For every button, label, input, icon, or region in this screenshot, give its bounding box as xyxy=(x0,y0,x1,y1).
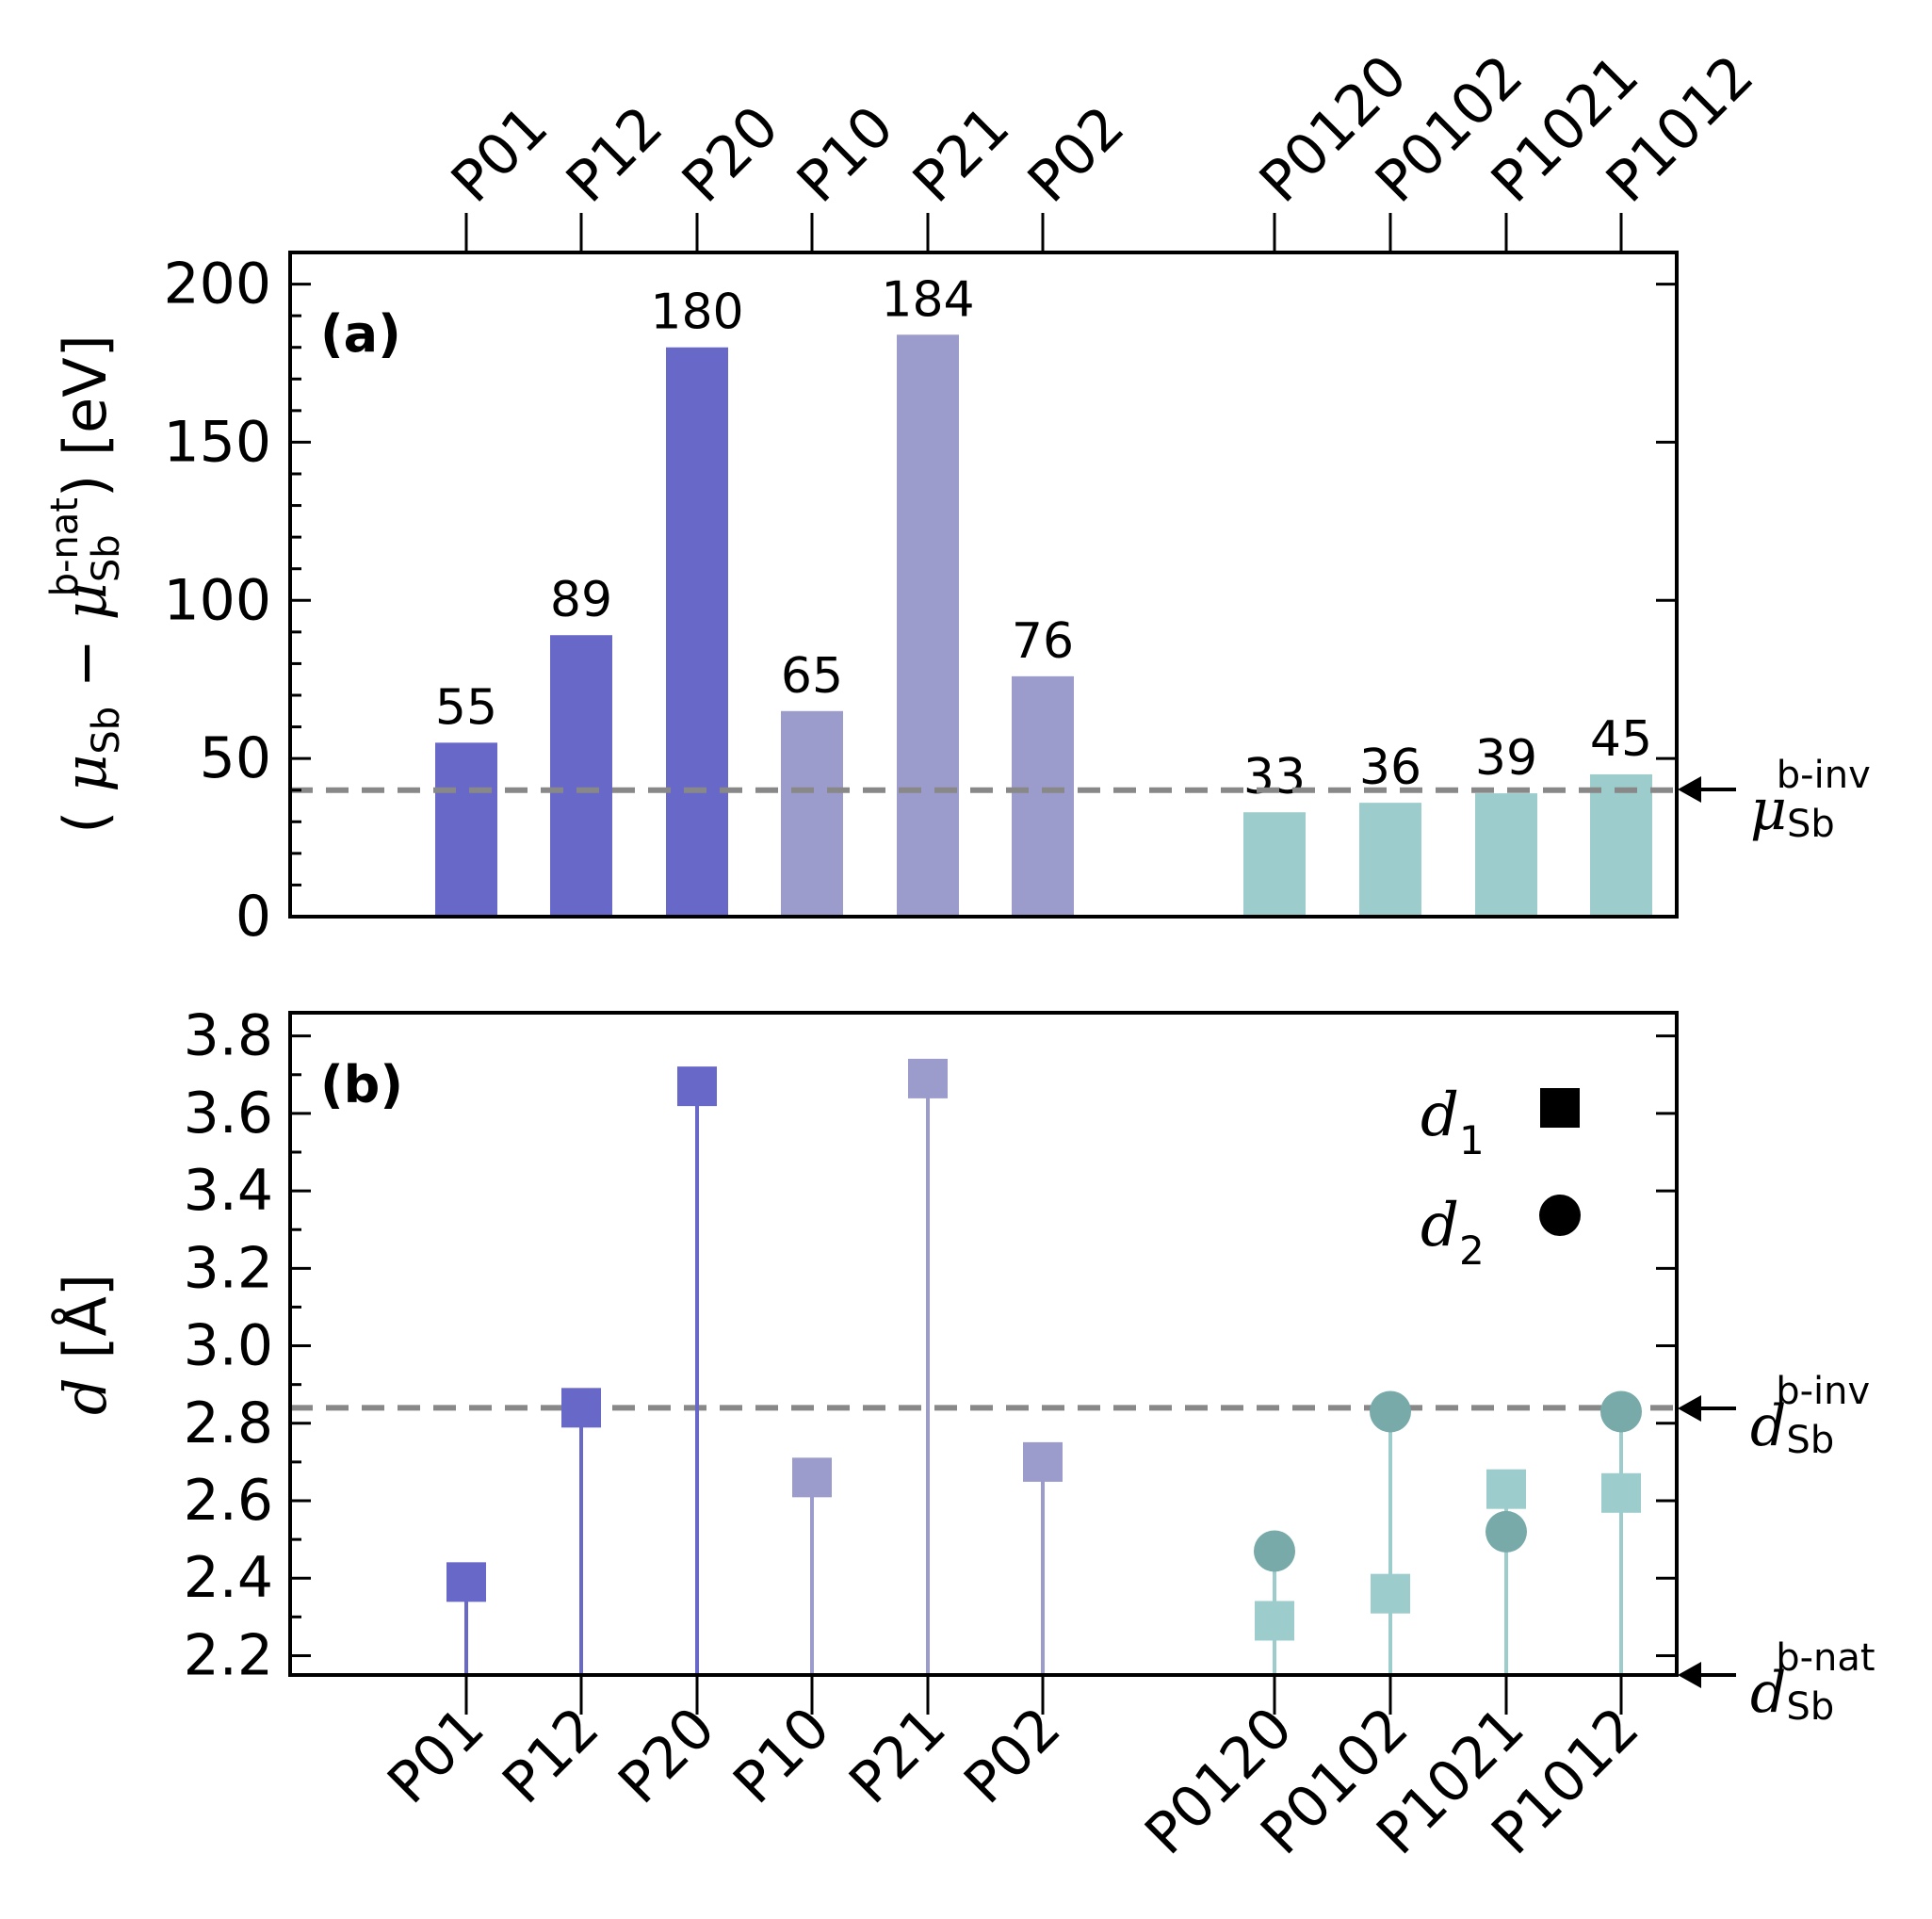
x-tick-label-top-P21: P21 xyxy=(901,94,1022,216)
panel-b-legend: d1 d2 xyxy=(1421,1081,1581,1274)
y-tick-label: 100 xyxy=(163,567,271,633)
bar-P12 xyxy=(550,635,612,917)
svg-text:dSbb-inv: dSbb-inv xyxy=(1750,1370,1870,1462)
d1-marker-P1012 xyxy=(1601,1472,1641,1513)
svg-text:dSbb-nat: dSbb-nat xyxy=(1750,1636,1875,1729)
panel-b-frame xyxy=(288,1011,1679,1677)
bar-value-label-P02: 76 xyxy=(1012,613,1074,670)
bar-value-label-P1021: 39 xyxy=(1475,730,1537,787)
bar-P1012 xyxy=(1590,773,1652,917)
y-tick-label: 3.4 xyxy=(184,1158,273,1224)
panel-b: 2.2 2.4 2.6 2.8 3.0 3.2 3.4 3.6 3.8 P01P12P20P10… xyxy=(51,1003,1875,1868)
legend-entry-d1: d1 xyxy=(1421,1081,1580,1163)
y-tick-label: 50 xyxy=(200,725,271,791)
x-tick-label-bottom-P02: P02 xyxy=(952,1695,1074,1816)
legend-square-marker xyxy=(1540,1088,1580,1128)
y-tick-label: 3.2 xyxy=(184,1235,273,1301)
y-tick-label: 150 xyxy=(163,409,271,475)
svg-text:d1: d1 xyxy=(1421,1081,1485,1163)
d1-marker-P1021 xyxy=(1486,1469,1526,1509)
x-tick-label-bottom-P21: P21 xyxy=(837,1695,959,1816)
panel-b-reference-annotation-inv: dSbb-inv xyxy=(1678,1370,1870,1462)
svg-text:μSbb-inv: μSbb-inv xyxy=(1750,754,1871,846)
x-tick-label-top-P02: P02 xyxy=(1015,94,1137,216)
panel-b-y-ticks: 2.2 2.4 2.6 2.8 3.0 3.2 3.4 3.6 3.8 xyxy=(184,1003,1677,1688)
bar-P0102 xyxy=(1359,803,1421,917)
y-tick-label: 2.4 xyxy=(184,1545,273,1611)
bar-P1021 xyxy=(1475,793,1537,917)
panel-a-label: (a) xyxy=(320,304,401,364)
bar-P21 xyxy=(897,334,959,917)
x-tick-label-bottom-P01: P01 xyxy=(376,1695,497,1816)
bar-value-label-P01: 55 xyxy=(435,679,497,736)
d2-marker-P0120 xyxy=(1254,1530,1295,1572)
d2-marker-P1021 xyxy=(1486,1510,1527,1553)
bar-P10 xyxy=(781,710,843,917)
y-tick-label: 3.0 xyxy=(184,1313,273,1379)
x-tick-label-top-P10: P10 xyxy=(785,94,906,216)
y-tick-label: 2.2 xyxy=(184,1622,273,1688)
y-tick-label: 2.8 xyxy=(184,1390,273,1456)
d1-marker-P0102 xyxy=(1371,1573,1410,1614)
bar-value-label-P20: 180 xyxy=(650,285,743,341)
x-tick-label-bottom-P12: P12 xyxy=(491,1695,612,1816)
x-tick-label-top-P20: P20 xyxy=(670,94,791,216)
d1-marker-P0120 xyxy=(1255,1601,1294,1641)
x-tick-label-bottom-P10: P10 xyxy=(722,1695,843,1816)
bar-P01 xyxy=(435,742,497,917)
bar-value-label-P21: 184 xyxy=(881,271,974,328)
x-tick-label-top-P12: P12 xyxy=(554,94,675,216)
panel-b-reference-annotation-nat: dSbb-nat xyxy=(1678,1636,1875,1729)
panel-b-markers xyxy=(446,1058,1642,1641)
legend-circle-marker xyxy=(1539,1195,1581,1236)
d1-marker-P01 xyxy=(446,1562,486,1602)
x-tick-label-top-P01: P01 xyxy=(439,94,560,216)
bar-value-label-P0120: 33 xyxy=(1243,749,1306,805)
y-tick-label: 3.6 xyxy=(184,1081,273,1147)
y-tick-label: 0 xyxy=(235,884,271,950)
d1-marker-P10 xyxy=(792,1457,832,1498)
d1-marker-P12 xyxy=(561,1388,601,1428)
bar-P02 xyxy=(1012,675,1074,917)
bar-value-label-P0102: 36 xyxy=(1359,740,1421,796)
bar-value-label-P12: 89 xyxy=(550,572,612,628)
y-tick-label: 200 xyxy=(163,252,271,317)
bar-P0120 xyxy=(1243,812,1306,917)
x-tick-label-bottom-P20: P20 xyxy=(607,1695,728,1816)
d2-marker-P1012 xyxy=(1600,1390,1642,1433)
panel-a-frame xyxy=(288,251,1679,919)
bar-value-label-P10: 65 xyxy=(781,648,843,705)
panel-b-stems xyxy=(464,1078,1623,1675)
d1-marker-P20 xyxy=(677,1066,717,1107)
d1-marker-P02 xyxy=(1023,1441,1063,1482)
panel-a-bars: 55 89 180 65 184 76 33 36 39 45 xyxy=(435,271,1652,917)
panel-a-reference-annotation: μSbb-inv xyxy=(1678,754,1871,846)
panel-a-y-ticks: 0 50 100 150 200 xyxy=(163,252,1677,950)
bar-value-label-P1012: 45 xyxy=(1590,711,1652,768)
legend-entry-d2: d2 xyxy=(1421,1191,1581,1274)
y-tick-label: 3.8 xyxy=(184,1003,273,1069)
d1-marker-P21 xyxy=(908,1058,948,1098)
bar-P20 xyxy=(666,347,728,917)
panel-a-y-axis-label: ( μSb − μSbb-nat) [eV] xyxy=(43,334,128,834)
panel-b-y-axis-label: d [Å] xyxy=(51,1274,120,1415)
svg-text:d2: d2 xyxy=(1421,1191,1485,1274)
y-tick-label: 2.6 xyxy=(184,1468,273,1534)
d2-marker-P0102 xyxy=(1370,1390,1411,1433)
panel-b-label: (b) xyxy=(320,1055,403,1114)
